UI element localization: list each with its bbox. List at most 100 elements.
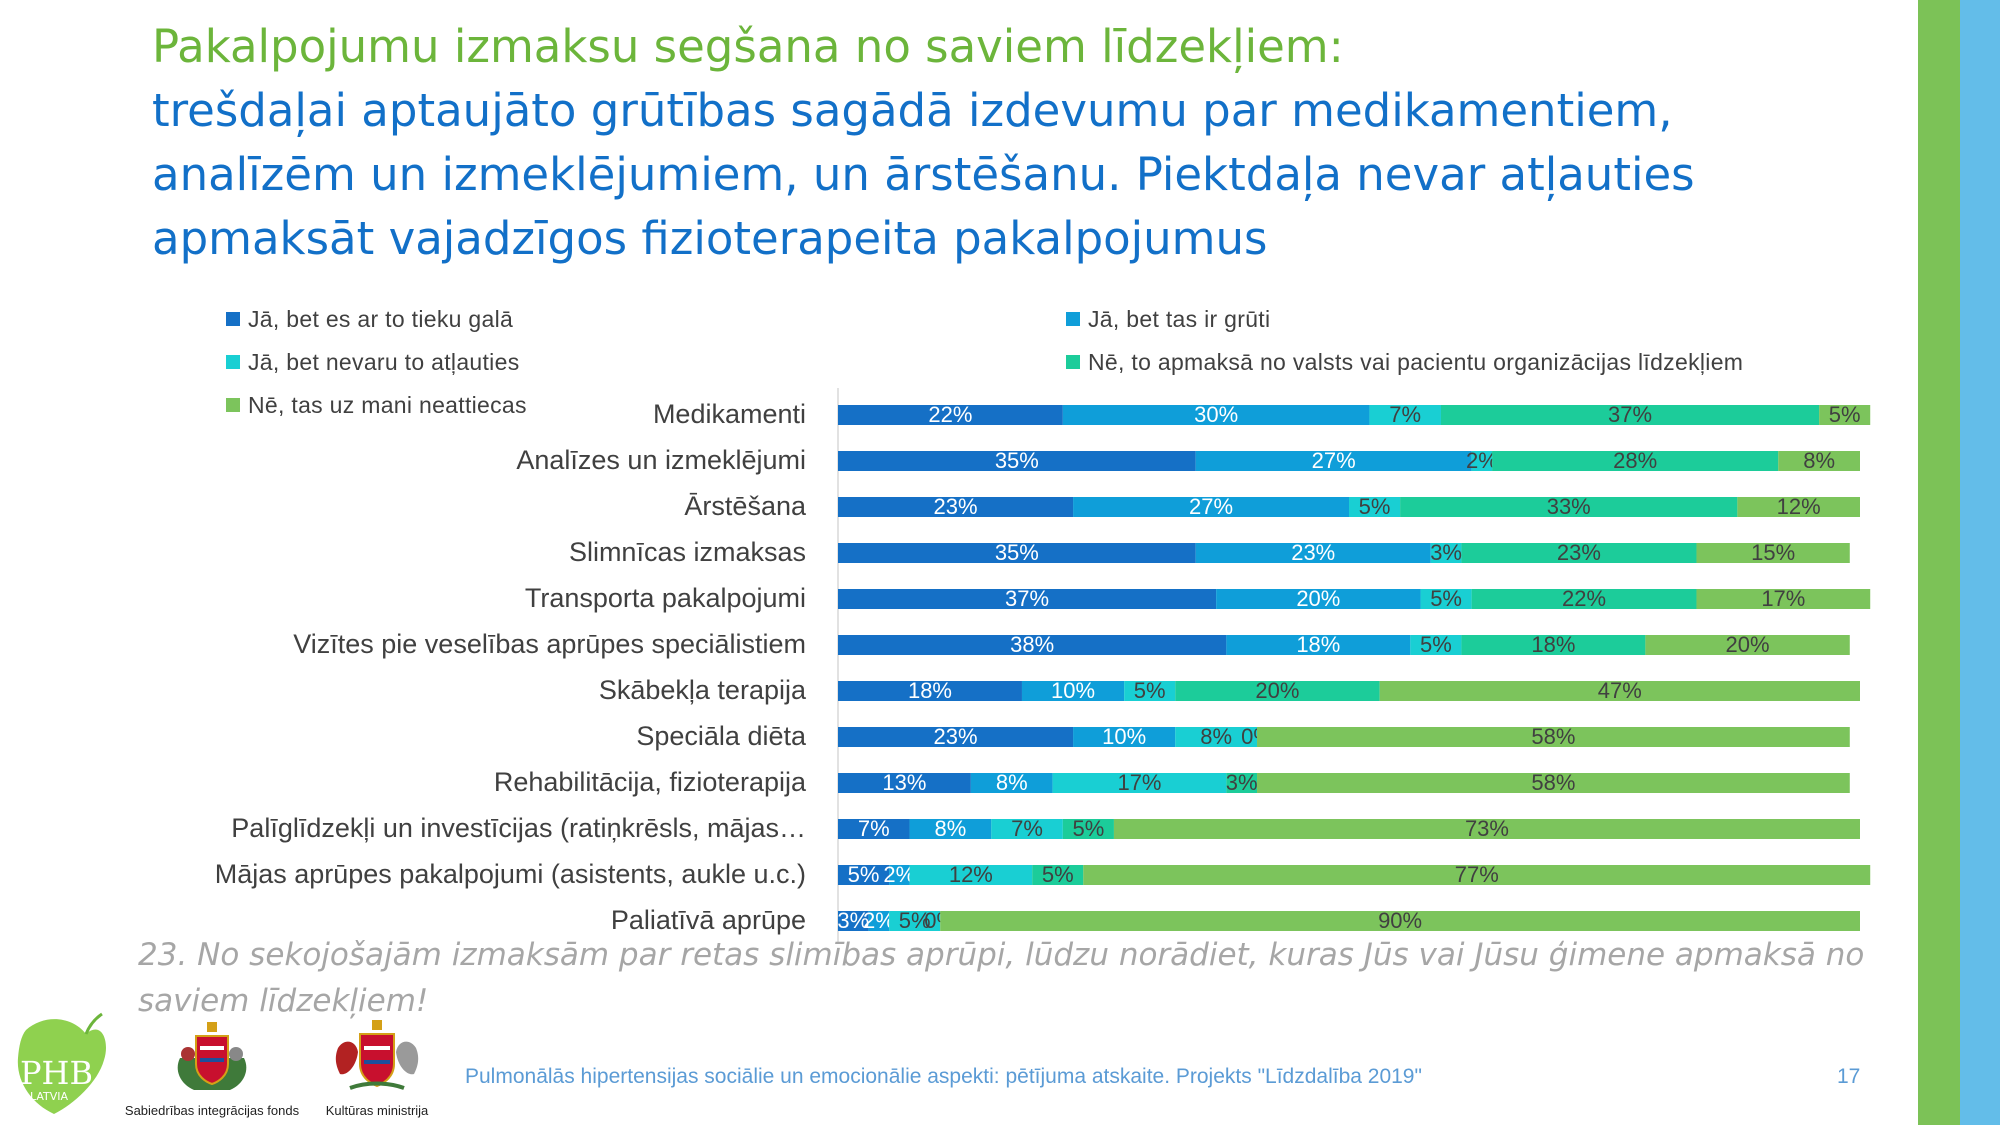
- km-logo: Kultūras ministrija: [312, 1018, 442, 1118]
- legend-item-cannot-afford: Jā, bet nevaru to atļauties: [226, 347, 520, 377]
- bar-segment: [970, 773, 1053, 793]
- bar-segment: [1021, 681, 1125, 701]
- legend-item-difficult: Jā, bet tas ir grūti: [1066, 304, 1270, 334]
- data-label: 22%: [1562, 586, 1606, 611]
- data-label: 10%: [1102, 724, 1146, 749]
- data-label: 28%: [1613, 448, 1657, 473]
- category-label: Speciāla diēta: [636, 721, 807, 751]
- blue-side-stripe: [1960, 0, 2000, 1125]
- data-label: 27%: [1189, 494, 1233, 519]
- bar-segment: [1471, 451, 1493, 471]
- data-label: 3%: [1430, 540, 1462, 565]
- data-label: 5%: [848, 862, 880, 887]
- bar-segment: [1226, 635, 1411, 655]
- bar-segment: [1226, 773, 1258, 793]
- category-label: Palīglīdzekļi un investīcijas (ratiņkrēs…: [231, 813, 806, 843]
- bar-segment: [838, 451, 1196, 471]
- bar-segment: [1175, 681, 1380, 701]
- data-label: 23%: [1291, 540, 1335, 565]
- bar-segment: [838, 911, 869, 931]
- data-label: 8%: [996, 770, 1028, 795]
- data-label: 35%: [995, 448, 1039, 473]
- legend-label: Jā, bet nevaru to atļauties: [248, 348, 520, 375]
- bar-segment: [1062, 405, 1370, 425]
- bar-segment: [1410, 635, 1462, 655]
- category-label: Transporta pakalpojumi: [525, 583, 806, 613]
- data-label: 8%: [935, 816, 967, 841]
- legend-swatch: [226, 398, 240, 412]
- phb-logo-subtitle: LATVIA: [30, 1090, 69, 1103]
- bar-segment: [838, 405, 1063, 425]
- data-label: 8%: [1200, 724, 1232, 749]
- survey-question: 23. No sekojošajām izmaksām par retas sl…: [138, 937, 1865, 1019]
- data-label: 90%: [1378, 908, 1422, 933]
- legend-label: Jā, bet tas ir grūti: [1088, 305, 1271, 332]
- slide-subtitle-line-3: apmaksāt vajadzīgos fizioterapeita pakal…: [152, 212, 1268, 265]
- data-label: 77%: [1455, 862, 1499, 887]
- category-label: Vizītes pie veselības aprūpes speciālist…: [293, 629, 806, 659]
- data-label: 3%: [837, 908, 869, 933]
- data-label: 23%: [934, 494, 978, 519]
- heart-leaf-icon: PHB LATVIA: [17, 1012, 106, 1114]
- bar-segment: [1257, 773, 1850, 793]
- category-label: Mājas aprūpes pakalpojumi (asistents, au…: [215, 859, 806, 889]
- category-label: Slimnīcas izmaksas: [569, 537, 806, 567]
- data-label: 5%: [1359, 494, 1391, 519]
- data-label: 23%: [1557, 540, 1601, 565]
- data-label: 73%: [1465, 816, 1509, 841]
- bar-segment: [1461, 635, 1646, 655]
- legend-label: Nē, tas uz mani neattiecas: [248, 391, 527, 418]
- bar-segment: [1073, 727, 1176, 747]
- bar-segment: [1032, 865, 1084, 885]
- bar-segment: [1461, 543, 1697, 563]
- slide-subtitle-line-1: trešdaļai aptaujāto grūtības sagādā izde…: [152, 84, 1673, 137]
- data-label: 5%: [1829, 402, 1861, 427]
- data-label: 38%: [1010, 632, 1054, 657]
- page-number: 17: [1837, 1065, 1861, 1088]
- bar-segment: [1737, 497, 1860, 517]
- bar-segment: [1440, 405, 1820, 425]
- footer-text: Pulmonālās hipertensijas sociālie un emo…: [465, 1065, 1422, 1088]
- data-label: 12%: [949, 862, 993, 887]
- bar-segment: [1195, 451, 1472, 471]
- bar-segment: [1052, 773, 1227, 793]
- phb-latvia-logo: PHB LATVIA: [14, 1012, 114, 1117]
- data-label: 27%: [1312, 448, 1356, 473]
- bar-segment: [1696, 589, 1871, 609]
- bar-segment: [838, 773, 971, 793]
- bar-segment: [1257, 727, 1850, 747]
- data-label: 5%: [1430, 586, 1462, 611]
- data-label: 5%: [1042, 862, 1074, 887]
- data-label: 13%: [882, 770, 926, 795]
- data-label: 18%: [908, 678, 952, 703]
- data-label: 20%: [1255, 678, 1299, 703]
- bar-segment: [1195, 543, 1431, 563]
- bar-segment: [1379, 681, 1860, 701]
- bar-segment: [838, 589, 1217, 609]
- data-label: 58%: [1531, 770, 1575, 795]
- data-label: 20%: [1726, 632, 1770, 657]
- bar-segment: [1369, 405, 1441, 425]
- data-label: 23%: [934, 724, 978, 749]
- legend-swatch: [1066, 312, 1080, 326]
- bar-segment: [1083, 865, 1871, 885]
- category-label: Analīzes un izmeklējumi: [516, 445, 806, 475]
- bar-segment: [1778, 451, 1860, 471]
- bar-segment: [838, 543, 1196, 563]
- data-label: 58%: [1531, 724, 1575, 749]
- data-label: 17%: [1761, 586, 1805, 611]
- sif-logo: Sabiedrības integrācijas fonds: [112, 1018, 312, 1118]
- data-label: 35%: [995, 540, 1039, 565]
- bar-segment: [838, 681, 1022, 701]
- bar-segment: [909, 865, 1033, 885]
- bar-segment: [1819, 405, 1871, 425]
- data-label: 5%: [1420, 632, 1452, 657]
- category-label: Paliatīvā aprūpe: [611, 905, 806, 935]
- data-label: 5%: [1134, 678, 1166, 703]
- bar-segment: [909, 819, 992, 839]
- coat-of-arms-icon: [177, 1022, 247, 1090]
- bar-segment: [940, 911, 1860, 931]
- data-label: 10%: [1051, 678, 1095, 703]
